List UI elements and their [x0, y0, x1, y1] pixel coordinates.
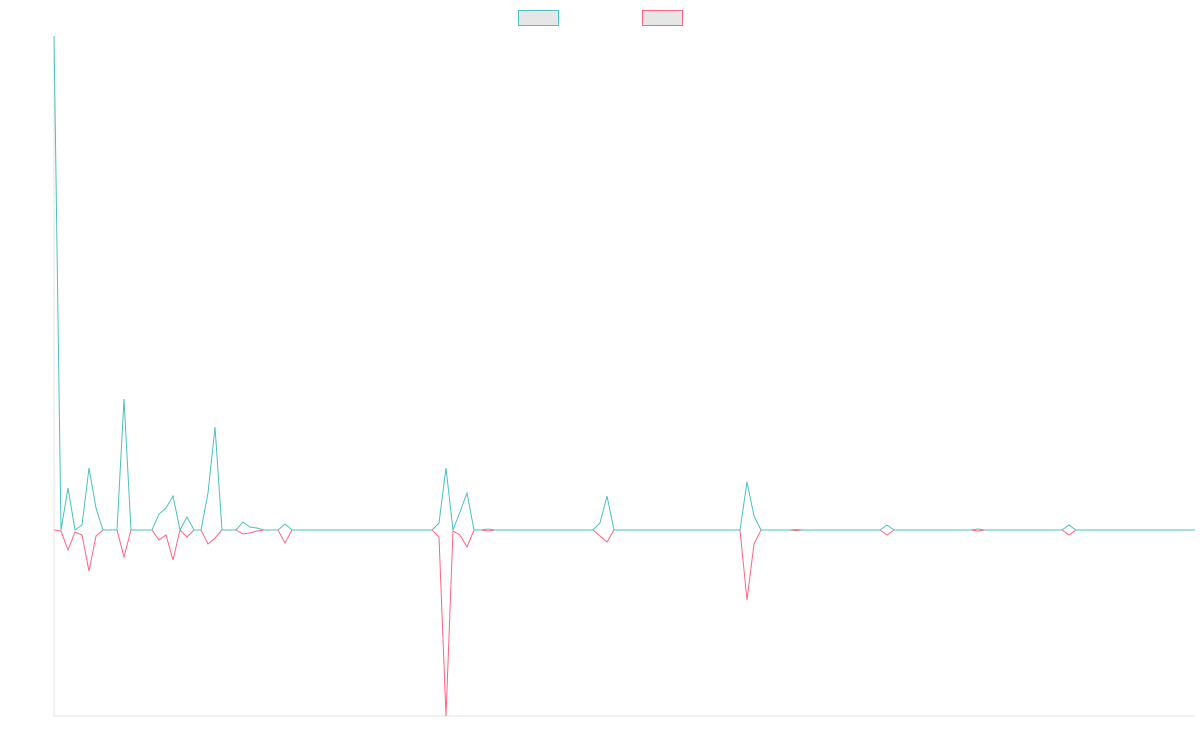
series-line [53, 35, 1195, 532]
legend-swatch[interactable] [518, 10, 559, 26]
series-line [53, 529, 1195, 717]
legend-swatch[interactable] [642, 10, 683, 26]
